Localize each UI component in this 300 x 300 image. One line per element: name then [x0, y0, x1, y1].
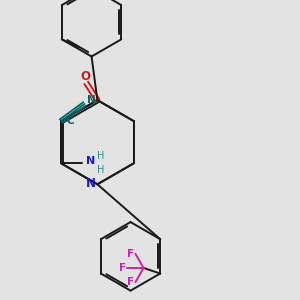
Text: N: N: [85, 177, 95, 190]
Text: O: O: [81, 70, 91, 83]
Text: C: C: [67, 116, 74, 126]
Text: N: N: [86, 156, 96, 166]
Text: F: F: [127, 277, 134, 287]
Text: N: N: [87, 95, 96, 105]
Text: F: F: [119, 263, 126, 273]
Text: H: H: [97, 165, 104, 175]
Text: F: F: [127, 249, 134, 259]
Text: H: H: [97, 151, 104, 161]
